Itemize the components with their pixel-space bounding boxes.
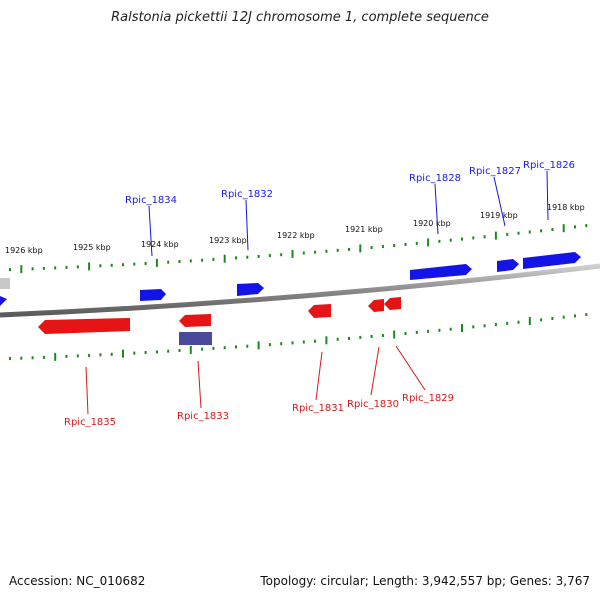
ruler-label-1924: 1924 kbp xyxy=(141,240,179,249)
leader-rpic-1829 xyxy=(395,345,426,391)
leader-rpic-1826 xyxy=(546,170,549,221)
accession-text: Accession: NC_010682 xyxy=(9,574,146,588)
map-title: Ralstonia pickettii 12J chromosome 1, co… xyxy=(111,10,489,25)
gene-grey-edge xyxy=(0,278,10,289)
label-rpic-1826: Rpic_1826 xyxy=(523,160,575,171)
leader-rpic-1831 xyxy=(315,351,323,401)
gene-rpic-1827[interactable] xyxy=(497,259,519,272)
ruler-label-1920: 1920 kbp xyxy=(413,219,451,228)
label-rpic-1827: Rpic_1827 xyxy=(469,166,521,177)
ruler-label-1921: 1921 kbp xyxy=(345,225,383,234)
forward-genes xyxy=(0,252,581,306)
chromosome-backbone xyxy=(0,263,600,318)
leader-rpic-1833 xyxy=(197,360,202,409)
label-rpic-1835: Rpic_1835 xyxy=(64,417,116,428)
gene-rpic-1834[interactable] xyxy=(140,289,166,301)
leader-rpic-1834 xyxy=(148,205,153,257)
gene-forward-edge[interactable] xyxy=(0,296,7,306)
ruler-label-1922: 1922 kbp xyxy=(277,231,315,240)
gene-rpic-1826[interactable] xyxy=(523,252,581,269)
ruler-label-1926: 1926 kbp xyxy=(5,246,43,255)
genome-stats-text: Topology: circular; Length: 3,942,557 bp… xyxy=(260,574,590,588)
leader-rpic-1830 xyxy=(370,346,380,396)
reverse-genes xyxy=(38,297,401,345)
gene-rpic-1829[interactable] xyxy=(384,297,401,310)
gene-rpic-1833[interactable] xyxy=(179,314,211,327)
gene-rpic-1831[interactable] xyxy=(308,304,331,318)
ruler-label-1925: 1925 kbp xyxy=(73,243,111,252)
gene-rpic-1828[interactable] xyxy=(410,264,472,280)
label-rpic-1830: Rpic_1830 xyxy=(347,399,399,410)
gene-rpic-1832[interactable] xyxy=(237,283,264,296)
label-rpic-1833: Rpic_1833 xyxy=(177,411,229,422)
inner-ruler xyxy=(9,313,588,361)
leader-rpic-1827 xyxy=(493,176,506,227)
ruler-label-1923: 1923 kbp xyxy=(209,236,247,245)
leader-rpic-1828 xyxy=(434,183,439,235)
label-rpic-1832: Rpic_1832 xyxy=(221,189,273,200)
label-rpic-1828: Rpic_1828 xyxy=(409,173,461,184)
label-rpic-1831: Rpic_1831 xyxy=(292,403,344,414)
gene-other-1833[interactable] xyxy=(179,332,212,345)
outer-ruler xyxy=(9,224,588,274)
label-rpic-1834: Rpic_1834 xyxy=(125,195,177,206)
ruler-label-1918: 1918 kbp xyxy=(547,203,585,212)
label-rpic-1829: Rpic_1829 xyxy=(402,393,454,404)
gene-rpic-1830[interactable] xyxy=(368,299,384,312)
leader-rpic-1835 xyxy=(85,366,89,415)
gene-rpic-1835[interactable] xyxy=(38,318,130,334)
ruler-label-1919: 1919 kbp xyxy=(480,211,518,220)
leader-rpic-1832 xyxy=(245,199,249,251)
